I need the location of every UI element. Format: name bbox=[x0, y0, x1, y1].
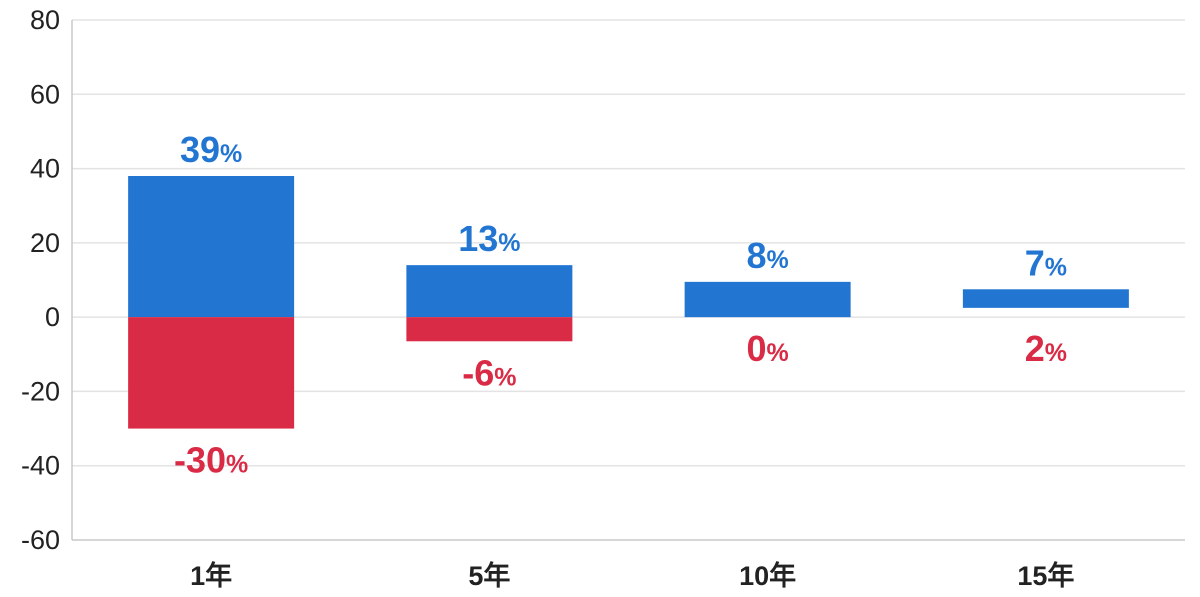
bar-range-segment bbox=[684, 281, 851, 318]
data-label-min-value: -6 bbox=[462, 352, 494, 393]
data-label-max-value: 39 bbox=[180, 129, 220, 170]
data-label-max-unit: % bbox=[1045, 253, 1067, 281]
x-category-label: 10年 bbox=[739, 560, 796, 591]
bar-max-segment bbox=[128, 176, 295, 318]
bar-min-segment bbox=[128, 317, 295, 429]
bar-max-segment bbox=[406, 265, 573, 318]
bar-min-segment bbox=[406, 317, 573, 342]
y-tick-label: 80 bbox=[30, 5, 60, 35]
x-axis-category-labels: 1年 5年 10年 15年 bbox=[190, 560, 1074, 591]
x-category-label: 5年 bbox=[468, 560, 510, 591]
x-category-label: 1年 bbox=[190, 560, 232, 591]
y-tick-label: 60 bbox=[30, 79, 60, 109]
data-label-min: -6% bbox=[462, 352, 516, 393]
data-label-max-unit: % bbox=[220, 140, 242, 168]
bar-range-segment bbox=[962, 289, 1129, 308]
y-axis-tick-labels: 80 60 40 20 0 -20 -40 -60 bbox=[21, 5, 60, 555]
data-label-min-value: 0 bbox=[746, 328, 766, 369]
data-label-max-value: 13 bbox=[458, 218, 498, 259]
data-label-max-unit: % bbox=[767, 246, 789, 274]
data-label-min: 0% bbox=[746, 328, 788, 369]
axes bbox=[71, 20, 1185, 541]
data-label-min-unit: % bbox=[494, 363, 516, 391]
y-tick-label: -40 bbox=[21, 451, 60, 481]
x-category-label: 15年 bbox=[1017, 560, 1074, 591]
data-label-min-value: -30 bbox=[174, 440, 226, 481]
data-label-min-unit: % bbox=[1045, 339, 1067, 367]
data-label-min: -30% bbox=[174, 440, 248, 481]
y-tick-label: -60 bbox=[21, 525, 60, 555]
y-tick-label: 20 bbox=[30, 228, 60, 258]
y-tick-label: 0 bbox=[45, 302, 60, 332]
bars bbox=[128, 176, 1129, 429]
data-label-max-value: 7 bbox=[1025, 242, 1045, 283]
data-label-max-unit: % bbox=[498, 229, 520, 257]
data-label-min-unit: % bbox=[767, 339, 789, 367]
data-label-max: 13% bbox=[458, 218, 520, 259]
y-tick-label: -20 bbox=[21, 376, 60, 406]
y-tick-label: 40 bbox=[30, 154, 60, 184]
data-label-max: 8% bbox=[746, 235, 788, 276]
data-label-min-unit: % bbox=[226, 451, 248, 479]
data-label-max-value: 8 bbox=[746, 235, 766, 276]
data-label-max: 39% bbox=[180, 129, 242, 170]
data-label-min: 2% bbox=[1025, 328, 1067, 369]
data-label-min-value: 2 bbox=[1025, 328, 1045, 369]
data-labels: 39%-30%13%-6%8%0%7%2% bbox=[174, 129, 1067, 481]
data-label-max: 7% bbox=[1025, 242, 1067, 283]
